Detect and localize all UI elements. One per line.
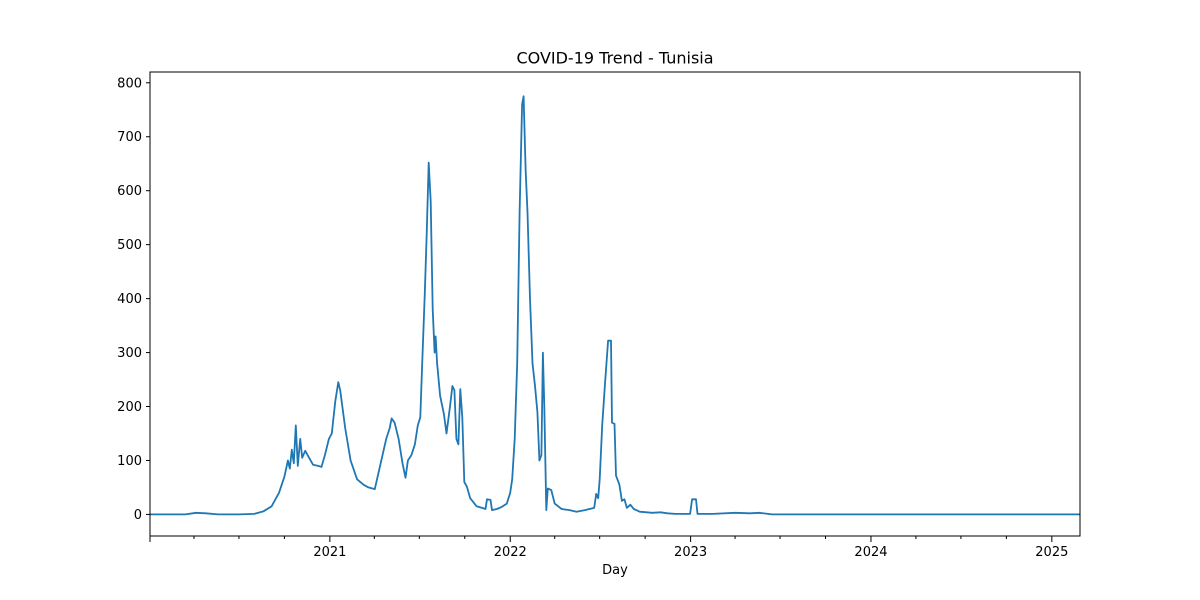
x-tick-label: 2023 xyxy=(674,545,707,560)
x-axis-minor-ticks xyxy=(149,536,1007,542)
x-tick-label: 2025 xyxy=(1035,545,1068,560)
y-tick-label: 800 xyxy=(117,76,142,91)
x-axis-label: Day xyxy=(602,563,628,578)
y-tick-label: 500 xyxy=(117,238,142,253)
x-tick-label: 2022 xyxy=(494,545,527,560)
y-tick-label: 600 xyxy=(117,184,142,199)
x-axis: 2021 2022 2023 2024 2025 xyxy=(313,536,1068,560)
chart-title: COVID-19 Trend - Tunisia xyxy=(516,49,713,68)
y-tick-label: 400 xyxy=(117,292,142,307)
series-line xyxy=(150,95,1080,516)
y-tick-label: 200 xyxy=(117,400,142,415)
plot-frame xyxy=(149,71,1081,537)
y-tick-label: 300 xyxy=(117,346,142,361)
x-tick-label: 2021 xyxy=(313,545,346,560)
y-tick-label: 100 xyxy=(117,454,142,469)
y-tick-label: 0 xyxy=(134,508,142,523)
y-axis: 0 100 200 300 400 500 600 700 800 xyxy=(117,76,150,523)
y-tick-label: 700 xyxy=(117,130,142,145)
x-tick-label: 2024 xyxy=(854,545,887,560)
